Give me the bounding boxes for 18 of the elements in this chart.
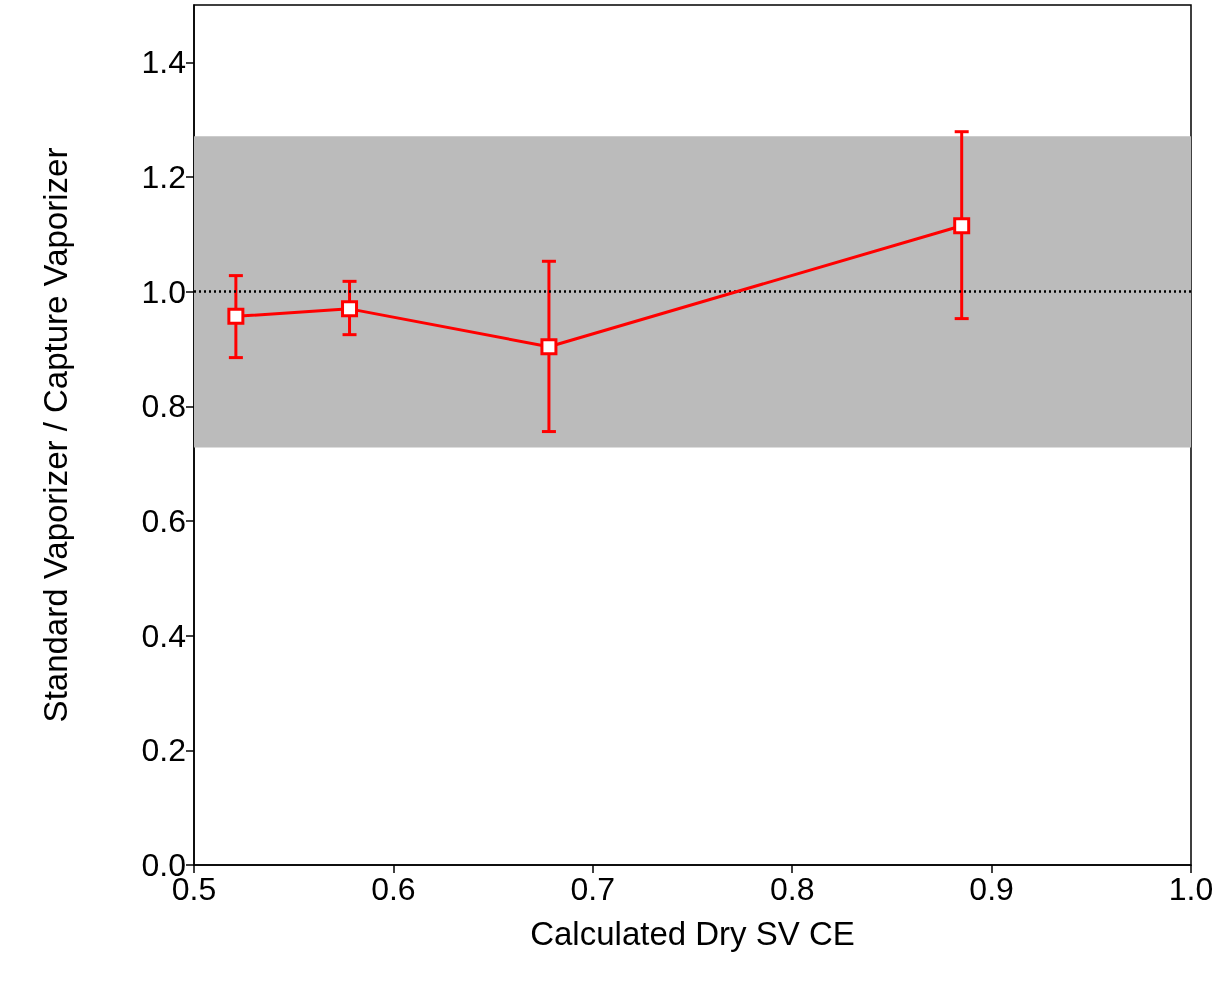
y-tick-label: 0.8: [141, 388, 186, 425]
point: [953, 217, 971, 235]
y-tick-label: 1.4: [141, 44, 186, 81]
x-axis-title: Calculated Dry SV CE: [530, 915, 855, 952]
x-tick-label: 0.8: [769, 871, 815, 907]
y-axis-title: Standard Vaporizer / Capture Vaporizer: [37, 147, 74, 723]
y-tick-label: 1.0: [141, 273, 186, 310]
x-tick-label: 0.7: [570, 871, 616, 907]
point: [227, 307, 245, 325]
y-tick-label: 0.6: [141, 503, 186, 539]
x-tick-label: 0.6: [371, 871, 416, 907]
point: [341, 300, 359, 318]
x-tick-label: 0.9: [969, 871, 1014, 907]
y-tick-label: 0.2: [141, 732, 186, 769]
x-tick-label: 1.0: [1168, 871, 1214, 907]
y-tick-label: 0.4: [141, 617, 186, 654]
y-tick-label: 1.2: [141, 159, 186, 195]
point: [540, 338, 558, 356]
